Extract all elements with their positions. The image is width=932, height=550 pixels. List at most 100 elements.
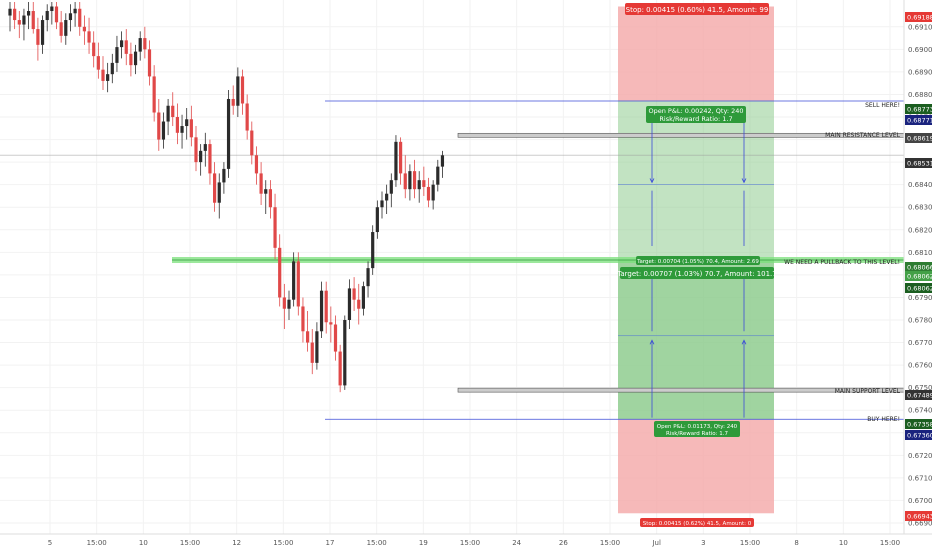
candle-body (347, 288, 352, 320)
candle-body (412, 171, 417, 190)
price-badge-label: 0.68619 (907, 135, 932, 143)
long-arrow-head (741, 339, 747, 345)
short-target-zone[interactable] (618, 100, 774, 261)
candle-body (27, 11, 31, 16)
candle-body (180, 126, 184, 133)
long-pl-box[interactable] (654, 421, 740, 437)
short-open-pl: Open P&L: 0.00242, Qty: 240 (648, 107, 743, 115)
candle-body (240, 76, 245, 104)
time-tick-label: 15:00 (880, 539, 900, 547)
time-tick-label: 26 (559, 539, 568, 547)
candle-body (87, 31, 91, 43)
candle-body (101, 69, 105, 81)
candle-body (231, 98, 235, 106)
position-tool[interactable] (618, 114, 774, 418)
candle-body (380, 200, 384, 208)
short-arrow-head (741, 178, 747, 184)
long-open-pl: Open P&L: 0.01173, Qty: 240 (657, 424, 738, 430)
price-badge (905, 430, 932, 440)
candle-body (124, 40, 128, 54)
candle-body (343, 320, 347, 386)
price-badge (905, 158, 932, 168)
candle-body (157, 112, 161, 140)
candle-body (375, 207, 379, 233)
long-target-box[interactable] (636, 256, 760, 265)
short-stop-zone[interactable] (618, 6, 774, 101)
short-stop-label: Stop: 0.00415 (0.60%) 41.5, Amount: 99 (626, 6, 769, 14)
time-tick-label: 3 (701, 539, 705, 547)
candle-body (171, 105, 175, 118)
candle-body (245, 103, 249, 131)
candle-body (31, 11, 35, 30)
price-badge (905, 390, 932, 400)
candle-body (259, 173, 263, 194)
time-tick-label: 17 (326, 539, 335, 547)
time-scale-bg (0, 534, 932, 550)
time-tick-label: 15:00 (740, 539, 760, 547)
price-badge (905, 271, 932, 281)
candle-body (106, 74, 110, 81)
main-support-label: MAIN SUPPORT LEVEL (835, 388, 901, 395)
candle-body (278, 247, 282, 298)
candle-body (152, 76, 156, 113)
price-badge-label: 0.68771 (907, 117, 932, 125)
candle-body (273, 207, 277, 248)
candle-body (54, 6, 59, 23)
short-target-box[interactable] (620, 267, 774, 279)
candle-body (394, 141, 398, 181)
price-badge-label: 0.67358 (907, 421, 932, 429)
candle-body (115, 47, 119, 63)
price-badge-label: 0.66943 (907, 513, 932, 521)
candle-body (120, 40, 124, 48)
candle-body (166, 105, 170, 122)
time-tick-label: 10 (139, 539, 148, 547)
short-stop-box[interactable] (625, 3, 769, 15)
long-target-zone[interactable] (618, 260, 774, 420)
candle-body (366, 268, 370, 287)
candle-body (217, 182, 221, 203)
candle-body (417, 180, 421, 190)
candle-body (208, 144, 212, 174)
long-stop-box[interactable] (640, 518, 754, 527)
time-scale[interactable]: 5 15:00 10 15:00 12 15:00 17 15:00 19 15:00 24 26 15… (48, 539, 900, 547)
position-zones[interactable] (618, 6, 774, 514)
candle-body (399, 141, 403, 174)
candle-body (78, 8, 82, 27)
long-stop-label: Stop: 0.00415 (0.62%) 41.5, Amount: 0 (643, 521, 752, 527)
candle-body (143, 38, 147, 50)
candle-body (422, 180, 426, 187)
price-badge (905, 12, 932, 22)
price-badge-label: 0.68066 (907, 264, 932, 272)
candle-body (92, 42, 96, 57)
short-pl-box[interactable] (646, 106, 746, 123)
price-badge-label: 0.67360 (907, 432, 932, 440)
time-tick-label: 8 (794, 539, 798, 547)
price-badges: 0.69188 0.68773 0.68771 0.68619 0.68531 0.680… (905, 12, 932, 521)
candle-body (282, 297, 286, 309)
candle-body (324, 290, 328, 323)
candle-body (138, 38, 142, 52)
price-badge-label: 0.67489 (907, 392, 932, 400)
candle-body (319, 290, 324, 332)
candle-body (45, 11, 49, 21)
pullback-label: WE NEED A PULLBACK TO THIS LEVEL! (784, 259, 900, 266)
candle-body (371, 232, 375, 269)
candle-body (352, 288, 356, 300)
candle-body (403, 173, 407, 190)
candle-body (50, 6, 54, 12)
time-tick-label: Jul (651, 539, 661, 547)
time-tick-label: 15:00 (367, 539, 387, 547)
time-tick-label: 15:00 (600, 539, 620, 547)
candle-body (82, 26, 86, 32)
candle-body (36, 29, 40, 45)
time-tick-label: 15:00 (180, 539, 200, 547)
candle-body (389, 180, 393, 194)
price-badge-label: 0.68062 (907, 285, 932, 293)
